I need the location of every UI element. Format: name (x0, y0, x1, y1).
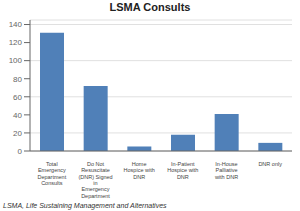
html-text:LSMA Consults: LSMA Consults (109, 1, 191, 13)
svg-text:20: 20 (13, 129, 22, 138)
svg-text:0: 0 (18, 147, 23, 156)
html-text:LSMA, Life Sustaining Manageme: LSMA, Life Sustaining Management and Alt… (3, 202, 167, 209)
svg-text:140: 140 (9, 20, 23, 29)
svg-text:HomeHospice withDNR: HomeHospice withDNR (124, 161, 155, 180)
svg-text:TotalEmergencyDepartmentConsul: TotalEmergencyDepartmentConsults (37, 161, 66, 186)
svg-text:In-HousePalliativewith DNR: In-HousePalliativewith DNR (214, 161, 238, 180)
svg-text:120: 120 (9, 38, 23, 47)
svg-text:40: 40 (13, 111, 22, 120)
svg-text:80: 80 (13, 75, 22, 84)
svg-text:100: 100 (9, 56, 23, 65)
svg-text:In-PatientHospice withDNR: In-PatientHospice withDNR (167, 161, 198, 180)
svg-text:DNR only: DNR only (258, 161, 282, 167)
svg-text:Do NotResuscitate(DNR) Signedi: Do NotResuscitate(DNR) SignedinEmergency… (78, 161, 112, 199)
svg-text:60: 60 (13, 93, 22, 102)
